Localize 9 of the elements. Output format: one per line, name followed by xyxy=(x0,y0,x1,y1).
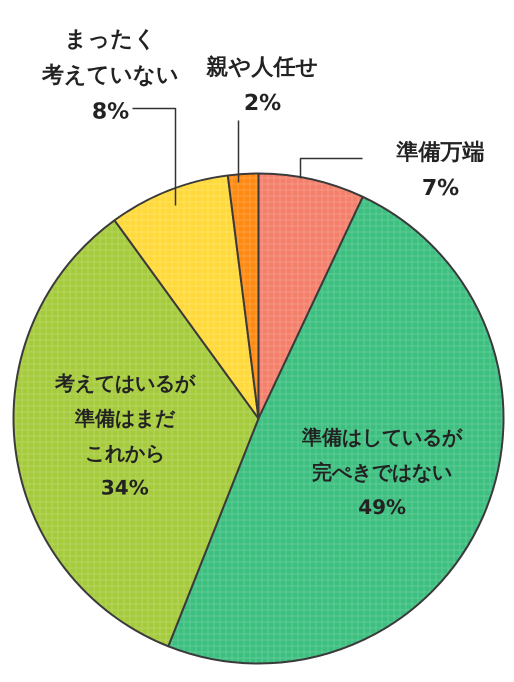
data-label: 34% xyxy=(100,476,149,500)
data-label: 49% xyxy=(358,494,406,519)
data-label: 2% xyxy=(244,91,282,116)
slice-label: 親や人任せ xyxy=(206,54,318,80)
data-label: 7% xyxy=(422,176,460,202)
data-label: 8% xyxy=(92,99,130,124)
slice-label: まったく考えていない xyxy=(41,26,179,88)
slice-label: 準備はしているが完ぺきではない xyxy=(301,425,464,484)
slice-label: 準備万端 xyxy=(396,140,484,165)
